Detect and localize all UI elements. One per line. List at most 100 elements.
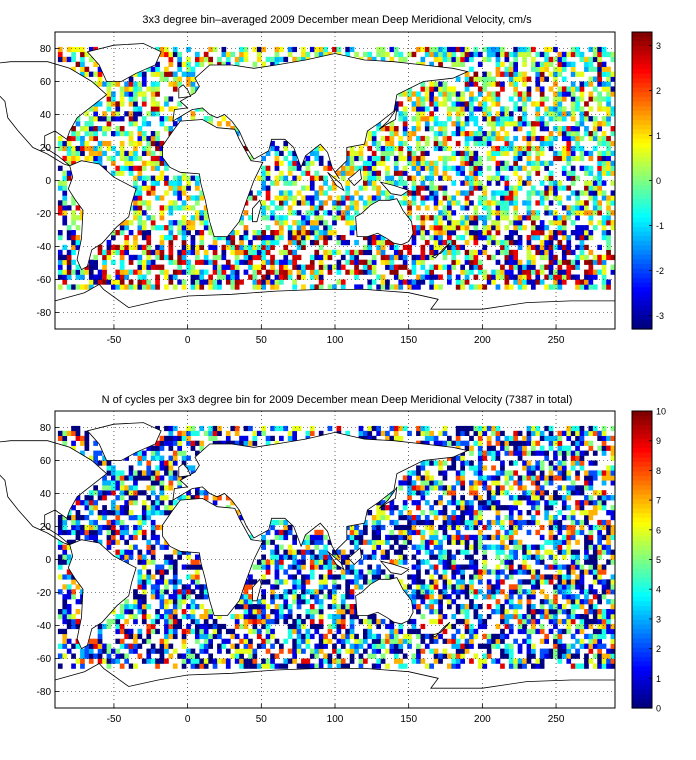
bin-cell bbox=[597, 190, 602, 196]
bin-cell bbox=[119, 529, 125, 536]
bin-cell bbox=[601, 180, 607, 186]
bin-cell bbox=[504, 66, 510, 72]
bin-cell bbox=[548, 116, 554, 122]
bin-cell bbox=[106, 116, 112, 122]
bin-cell bbox=[588, 539, 594, 545]
bin-cell bbox=[402, 121, 408, 127]
bin-cell bbox=[610, 648, 616, 654]
bin-cell bbox=[336, 604, 342, 610]
bin-cell bbox=[141, 249, 147, 256]
bin-cell bbox=[172, 121, 178, 127]
bin-cell bbox=[376, 569, 381, 575]
bin-cell bbox=[579, 623, 585, 630]
bin-cell bbox=[464, 564, 470, 570]
bin-cell bbox=[66, 539, 72, 545]
bin-cell bbox=[451, 599, 457, 605]
bin-cell bbox=[150, 86, 156, 92]
bin-cell bbox=[208, 259, 213, 265]
bin-cell bbox=[579, 599, 585, 605]
bin-cell bbox=[124, 86, 129, 92]
bin-cell bbox=[376, 663, 381, 669]
bin-cell bbox=[592, 76, 598, 82]
bin-cell bbox=[57, 554, 63, 560]
bin-cell bbox=[62, 574, 68, 580]
bin-cell bbox=[610, 200, 616, 206]
bin-cell bbox=[482, 549, 488, 555]
bin-cell bbox=[508, 239, 514, 246]
bin-cell bbox=[460, 91, 465, 97]
bin-cell bbox=[279, 195, 284, 201]
bin-cell bbox=[208, 633, 213, 640]
bin-cell bbox=[208, 46, 213, 53]
bin-cell bbox=[309, 554, 315, 560]
bin-cell bbox=[610, 190, 616, 196]
bin-cell bbox=[522, 284, 527, 290]
bin-cell bbox=[535, 529, 541, 536]
bin-cell bbox=[402, 554, 408, 560]
bin-cell bbox=[172, 190, 178, 196]
colorbar-segment bbox=[632, 240, 652, 247]
bin-cell bbox=[128, 91, 134, 97]
bin-cell bbox=[287, 564, 293, 570]
bin-cell bbox=[115, 230, 121, 236]
bin-cell bbox=[504, 140, 510, 147]
bin-cell bbox=[447, 155, 452, 162]
bin-cell bbox=[601, 220, 607, 226]
bin-cell bbox=[393, 126, 399, 132]
bin-cell bbox=[588, 155, 594, 162]
bin-cell bbox=[150, 111, 156, 117]
bin-cell bbox=[314, 145, 320, 152]
bin-cell bbox=[115, 116, 121, 122]
bin-cell bbox=[93, 274, 98, 280]
bin-cell bbox=[548, 46, 554, 53]
bin-cell bbox=[371, 534, 377, 541]
bin-cell bbox=[531, 66, 536, 72]
bin-cell bbox=[592, 135, 598, 142]
bin-cell bbox=[420, 264, 426, 270]
bin-cell bbox=[57, 165, 63, 171]
bin-cell bbox=[186, 614, 191, 620]
bin-cell bbox=[385, 259, 390, 265]
bin-cell bbox=[367, 579, 373, 585]
bin-cell bbox=[553, 274, 558, 280]
bin-cell bbox=[482, 284, 488, 290]
bin-cell bbox=[584, 131, 589, 137]
bin-cell bbox=[517, 279, 523, 285]
bin-cell bbox=[557, 279, 563, 285]
bin-cell bbox=[517, 185, 523, 191]
bin-cell bbox=[159, 594, 165, 600]
bin-cell bbox=[106, 623, 112, 630]
bin-cell bbox=[522, 46, 527, 53]
bin-cell bbox=[181, 190, 187, 196]
bin-cell bbox=[367, 618, 373, 625]
bin-cell bbox=[332, 633, 337, 640]
bin-cell bbox=[155, 579, 160, 585]
bin-cell bbox=[265, 150, 271, 156]
bin-cell bbox=[349, 529, 355, 536]
bin-cell bbox=[239, 249, 244, 256]
bin-cell bbox=[203, 259, 209, 265]
bin-cell bbox=[513, 106, 518, 112]
bin-cell bbox=[526, 150, 532, 156]
bin-cell bbox=[75, 643, 81, 649]
bin-cell bbox=[557, 239, 563, 246]
bin-cell bbox=[137, 594, 143, 600]
bin-cell bbox=[504, 269, 510, 275]
bin-cell bbox=[548, 235, 554, 241]
bin-cell bbox=[420, 274, 426, 280]
bin-cell bbox=[416, 145, 421, 152]
bin-cell bbox=[531, 623, 536, 630]
bin-cell bbox=[561, 584, 567, 590]
bin-cell bbox=[66, 269, 72, 275]
bin-cell bbox=[314, 155, 320, 162]
bin-cell bbox=[292, 175, 297, 181]
bin-cell bbox=[274, 559, 280, 565]
bin-cell bbox=[424, 549, 430, 555]
bin-cell bbox=[97, 653, 103, 659]
bin-cell bbox=[447, 165, 452, 171]
bin-cell bbox=[517, 259, 523, 265]
bin-cell bbox=[477, 155, 483, 162]
bin-cell bbox=[411, 225, 417, 231]
bin-cell bbox=[579, 239, 585, 246]
bin-cell bbox=[433, 190, 439, 196]
